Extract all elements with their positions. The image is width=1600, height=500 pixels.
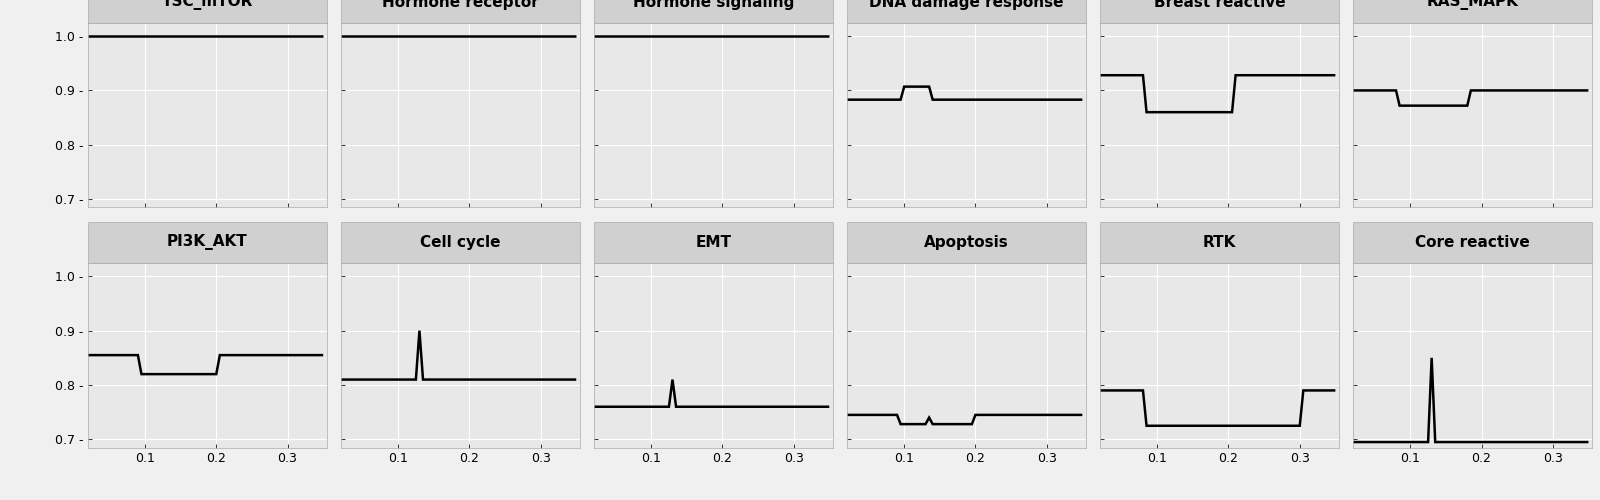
Text: Breast reactive: Breast reactive — [1154, 0, 1285, 10]
Text: PI3K_AKT: PI3K_AKT — [166, 234, 248, 250]
FancyBboxPatch shape — [846, 0, 1086, 22]
FancyBboxPatch shape — [1354, 222, 1592, 262]
Text: Apoptosis: Apoptosis — [925, 235, 1010, 250]
Text: EMT: EMT — [696, 235, 731, 250]
Text: Hormone receptor: Hormone receptor — [382, 0, 539, 10]
FancyBboxPatch shape — [1101, 222, 1339, 262]
Text: Core reactive: Core reactive — [1416, 235, 1530, 250]
FancyBboxPatch shape — [341, 0, 579, 22]
Text: Hormone signaling: Hormone signaling — [632, 0, 794, 10]
FancyBboxPatch shape — [341, 222, 579, 262]
FancyBboxPatch shape — [846, 222, 1086, 262]
FancyBboxPatch shape — [88, 222, 326, 262]
Text: DNA damage response: DNA damage response — [869, 0, 1064, 10]
Text: RTK: RTK — [1203, 235, 1237, 250]
FancyBboxPatch shape — [1101, 0, 1339, 22]
FancyBboxPatch shape — [594, 222, 834, 262]
FancyBboxPatch shape — [88, 0, 326, 22]
Text: TSC_mTOR: TSC_mTOR — [162, 0, 253, 10]
FancyBboxPatch shape — [594, 0, 834, 22]
FancyBboxPatch shape — [1354, 0, 1592, 22]
Text: Cell cycle: Cell cycle — [421, 235, 501, 250]
Text: RAS_MAPK: RAS_MAPK — [1427, 0, 1518, 10]
